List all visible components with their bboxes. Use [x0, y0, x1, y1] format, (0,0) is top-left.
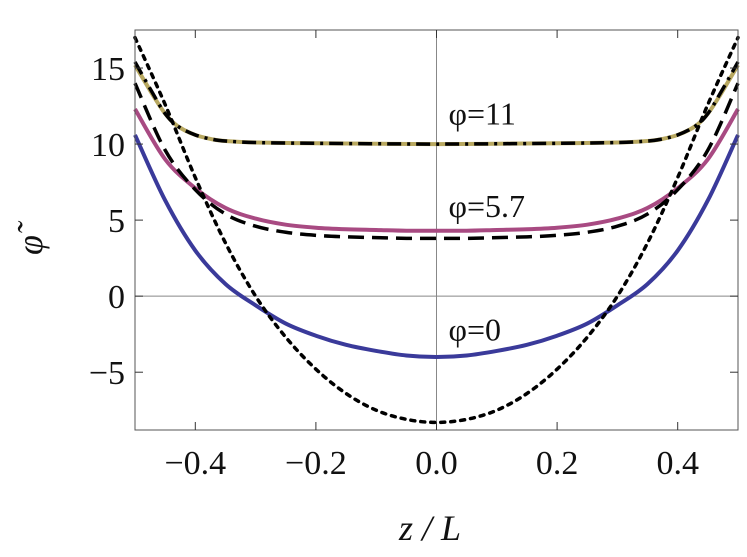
annotation-layer: φ=11 φ=5.7 φ=0 — [449, 95, 526, 347]
series-line-dashed-4 — [133, 82, 740, 241]
curve-annotation: φ=11 — [449, 95, 516, 131]
x-tick-label: 0.4 — [656, 445, 699, 482]
ticks-layer: −0.4 −0.2 0.0 0.2 0.4 15 10 5 0 −5 — [89, 30, 738, 482]
y-tick-label: 10 — [91, 127, 125, 164]
series-line-solid-1 — [133, 108, 740, 233]
series-line-solid-0 — [133, 134, 740, 360]
x-tick-label: −0.4 — [164, 445, 226, 482]
x-tick-label: 0.0 — [415, 445, 458, 482]
series-line-dashdot-3 — [133, 61, 740, 146]
curve-annotation: φ=0 — [449, 311, 502, 347]
x-tick-label: −0.2 — [285, 445, 347, 482]
x-tick-label: 0.2 — [536, 445, 579, 482]
y-tick-label: −5 — [89, 355, 125, 392]
curve-annotation: φ=5.7 — [449, 188, 526, 224]
x-axis-title: z / L — [398, 508, 461, 548]
y-tick-label: 0 — [108, 279, 125, 316]
y-tick-label: 5 — [108, 203, 125, 240]
y-tick-label: 15 — [91, 51, 125, 88]
y-axis-title: φ̃ — [10, 220, 50, 255]
